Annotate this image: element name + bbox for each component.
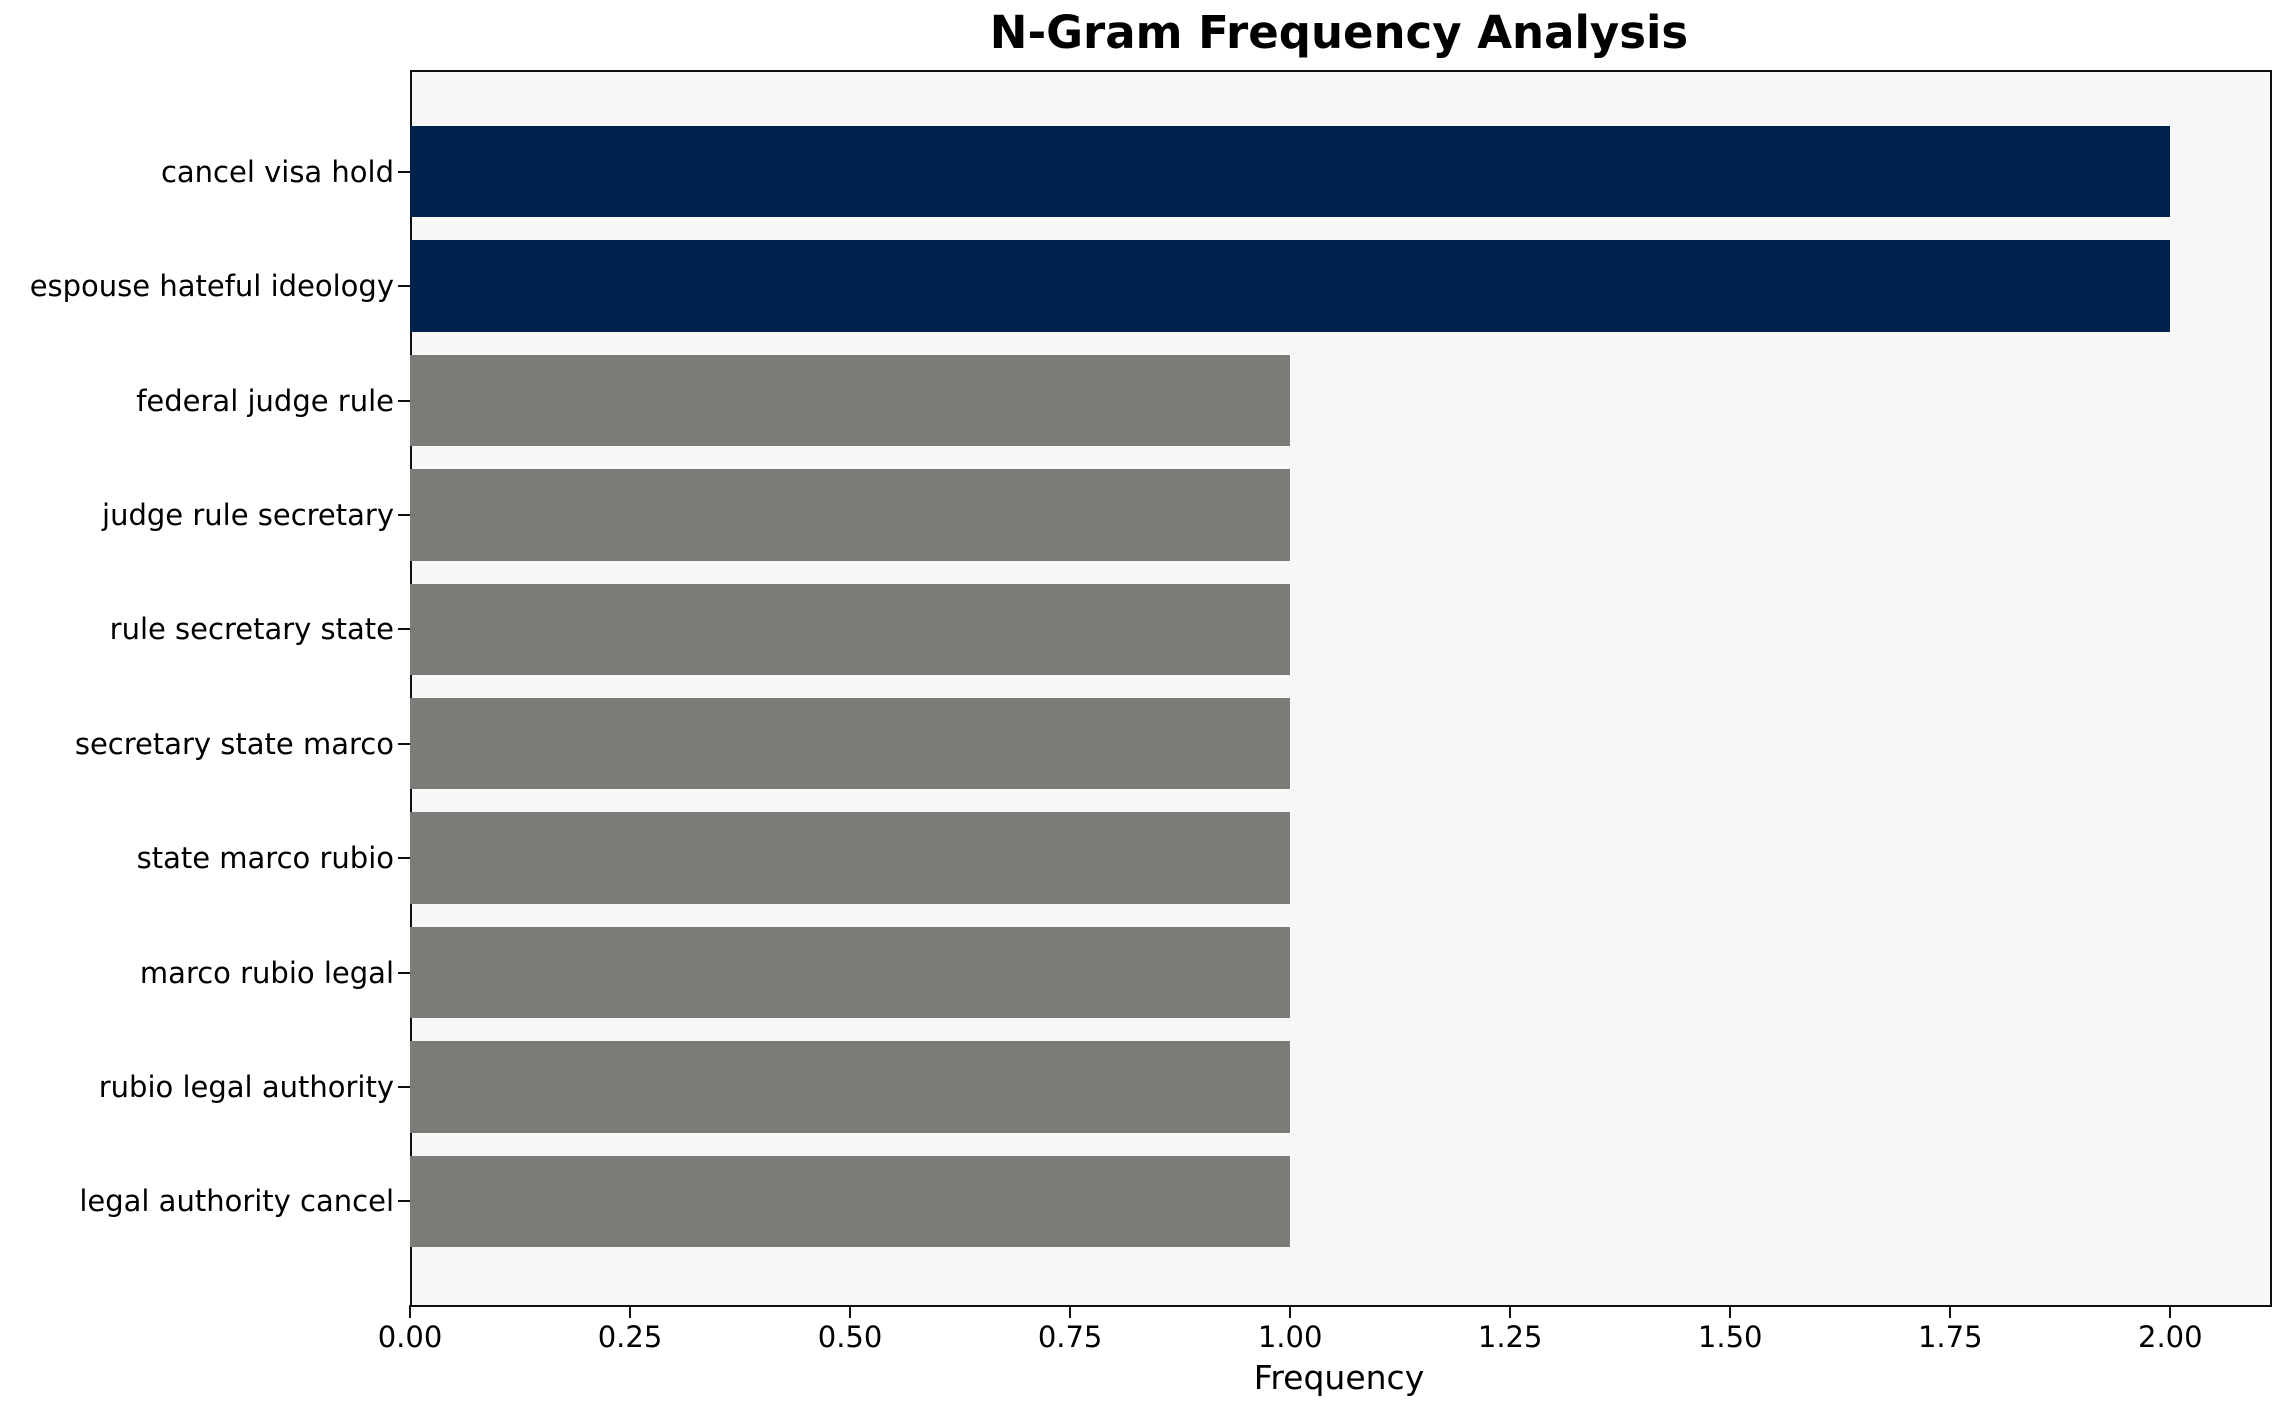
xtick-label: 1.50 <box>1697 1320 1763 1354</box>
ytick-mark <box>398 170 410 173</box>
ytick-mark <box>398 857 410 860</box>
ytick-label: judge rule secretary <box>102 497 394 532</box>
ytick-mark <box>398 285 410 288</box>
bar-marco-rubio-legal <box>410 926 1291 1019</box>
bar-state-marco-rubio <box>410 812 1291 904</box>
ytick-mark <box>398 742 410 745</box>
xtick-label: 0.25 <box>597 1320 663 1354</box>
xtick-mark <box>2169 1305 2172 1318</box>
ytick-mark <box>398 399 410 402</box>
ytick-label: federal judge rule <box>136 383 394 418</box>
ytick-label: legal authority cancel <box>79 1184 394 1219</box>
bar-judge-rule-secretary <box>410 469 1291 561</box>
xtick-label: 0.75 <box>1037 1320 1103 1354</box>
xtick-mark <box>1069 1305 1072 1318</box>
xtick-label: 0.50 <box>817 1320 883 1354</box>
ytick-mark <box>398 971 410 974</box>
xtick-mark <box>409 1305 411 1318</box>
xtick-label: 0.00 <box>377 1320 443 1354</box>
xtick-label: 2.00 <box>2138 1320 2203 1354</box>
ytick-label: secretary state marco <box>74 726 394 761</box>
x-axis-label: Frequency <box>1253 1358 1425 1397</box>
bar-espouse-hateful-ideology <box>410 240 2171 332</box>
bar-rule-secretary-state <box>410 583 1291 675</box>
bar-cancel-visa-hold <box>410 126 2171 218</box>
ytick-mark <box>398 513 410 516</box>
ytick-label: cancel visa hold <box>160 154 394 189</box>
xtick-mark <box>1949 1305 1952 1318</box>
xtick-mark <box>1509 1305 1512 1318</box>
ytick-label: rubio legal authority <box>98 1069 394 1104</box>
xtick-label: 1.00 <box>1257 1320 1323 1354</box>
ytick-label: state marco rubio <box>136 841 394 876</box>
bar-secretary-state-marco <box>410 698 1291 790</box>
chart-title: N-Gram Frequency Analysis <box>989 6 1689 59</box>
ytick-label: rule secretary state <box>109 612 394 647</box>
xtick-mark <box>849 1305 852 1318</box>
xtick-label: 1.25 <box>1477 1320 1543 1354</box>
ytick-mark <box>398 628 410 631</box>
xtick-mark <box>629 1305 632 1318</box>
bar-legal-authority-cancel <box>410 1155 1291 1247</box>
ytick-label: espouse hateful ideology <box>29 269 394 304</box>
bar-federal-judge-rule <box>410 354 1291 447</box>
xtick-mark <box>1289 1305 1292 1318</box>
xtick-label: 1.75 <box>1917 1320 1983 1354</box>
ytick-mark <box>398 1200 410 1203</box>
ytick-mark <box>398 1085 410 1088</box>
ytick-label: marco rubio legal <box>139 955 394 990</box>
xtick-mark <box>1729 1305 1732 1318</box>
bar-rubio-legal-authority <box>410 1041 1291 1133</box>
